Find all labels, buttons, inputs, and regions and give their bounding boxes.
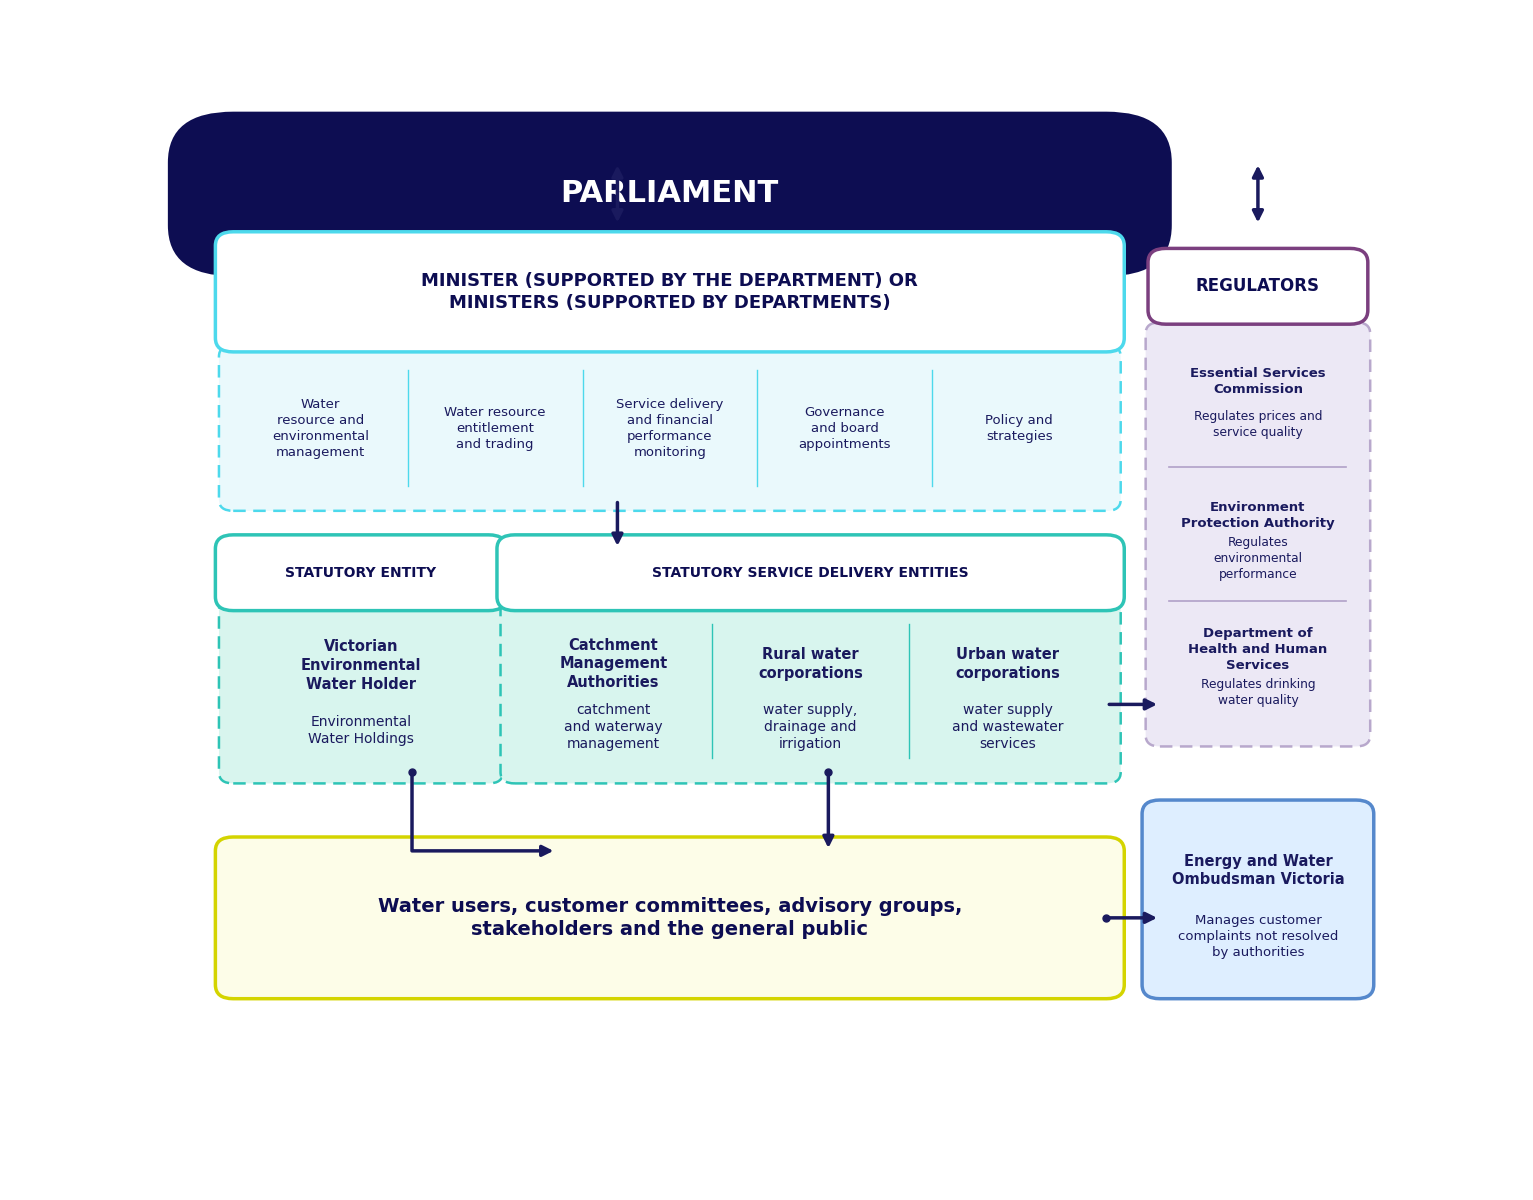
FancyBboxPatch shape xyxy=(215,232,1124,352)
Text: water supply
and wastewater
services: water supply and wastewater services xyxy=(952,703,1064,751)
FancyBboxPatch shape xyxy=(215,838,1124,998)
FancyBboxPatch shape xyxy=(167,112,1171,276)
Text: Rural water
corporations: Rural water corporations xyxy=(759,647,863,680)
Text: Victorian
Environmental
Water Holder: Victorian Environmental Water Holder xyxy=(300,640,422,691)
FancyBboxPatch shape xyxy=(1148,248,1367,324)
FancyBboxPatch shape xyxy=(219,346,1121,511)
FancyBboxPatch shape xyxy=(500,600,1121,784)
Text: Governance
and board
appointments: Governance and board appointments xyxy=(799,406,891,451)
Text: Regulates
environmental
performance: Regulates environmental performance xyxy=(1214,536,1303,581)
Text: Service delivery
and financial
performance
monitoring: Service delivery and financial performan… xyxy=(616,397,724,458)
Text: Urban water
corporations: Urban water corporations xyxy=(955,647,1061,680)
Text: water supply,
drainage and
irrigation: water supply, drainage and irrigation xyxy=(763,703,858,751)
Text: Policy and
strategies: Policy and strategies xyxy=(986,414,1053,443)
Text: Water resource
entitlement
and trading: Water resource entitlement and trading xyxy=(445,406,546,451)
Text: catchment
and waterway
management: catchment and waterway management xyxy=(564,703,662,751)
Text: Environmental
Water Holdings: Environmental Water Holdings xyxy=(308,715,414,746)
Text: PARLIAMENT: PARLIAMENT xyxy=(561,179,779,209)
Text: Environment
Protection Authority: Environment Protection Authority xyxy=(1180,502,1335,530)
Text: Manages customer
complaints not resolved
by authorities: Manages customer complaints not resolved… xyxy=(1177,914,1338,960)
FancyBboxPatch shape xyxy=(1145,323,1371,746)
Text: Water users, customer committees, advisory groups,
stakeholders and the general : Water users, customer committees, adviso… xyxy=(377,896,963,940)
Text: Energy and Water
Ombudsman Victoria: Energy and Water Ombudsman Victoria xyxy=(1171,853,1344,887)
Text: Essential Services
Commission: Essential Services Commission xyxy=(1190,367,1326,396)
Text: MINISTER (SUPPORTED BY THE DEPARTMENT) OR
MINISTERS (SUPPORTED BY DEPARTMENTS): MINISTER (SUPPORTED BY THE DEPARTMENT) O… xyxy=(422,271,918,312)
Text: Water
resource and
environmental
management: Water resource and environmental managem… xyxy=(271,397,369,458)
Text: Regulates drinking
water quality: Regulates drinking water quality xyxy=(1200,678,1315,707)
FancyBboxPatch shape xyxy=(219,600,503,784)
FancyBboxPatch shape xyxy=(1142,800,1374,998)
Text: Department of
Health and Human
Services: Department of Health and Human Services xyxy=(1188,628,1328,672)
FancyBboxPatch shape xyxy=(215,535,506,611)
FancyBboxPatch shape xyxy=(497,535,1124,611)
Text: Catchment
Management
Authorities: Catchment Management Authorities xyxy=(560,638,667,690)
Text: STATUTORY SERVICE DELIVERY ENTITIES: STATUTORY SERVICE DELIVERY ENTITIES xyxy=(653,565,969,580)
Text: Regulates prices and
service quality: Regulates prices and service quality xyxy=(1194,410,1321,439)
Text: REGULATORS: REGULATORS xyxy=(1196,277,1320,295)
Text: STATUTORY ENTITY: STATUTORY ENTITY xyxy=(285,565,437,580)
